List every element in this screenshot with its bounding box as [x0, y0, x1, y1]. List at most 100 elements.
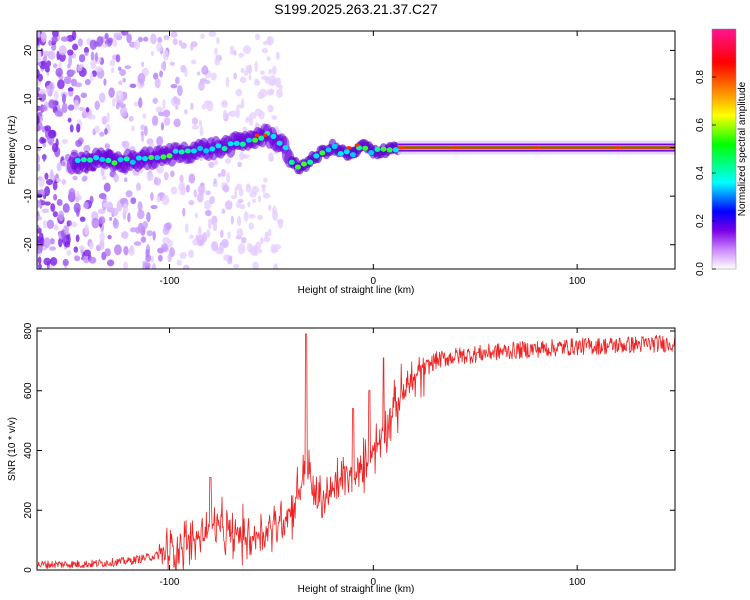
spectrogram-speckle-blob [51, 142, 59, 153]
spectrogram-ridge-core [221, 145, 228, 152]
spectrogram-speckle-blob [237, 243, 246, 255]
spectrogram-ridge-core [111, 160, 118, 166]
spectrogram-speckle-blob [249, 118, 253, 127]
spectrogram-speckle-blob [58, 237, 63, 248]
spectrogram-speckle-blob [197, 226, 202, 237]
spectrogram-ridge-core [319, 150, 326, 156]
spectrogram-speckle-blob [221, 208, 226, 214]
spectrogram-ridge-core [392, 147, 399, 153]
spectrogram-speckle-blob [208, 161, 215, 169]
spectrogram-speckle-blob [229, 45, 235, 56]
spectrogram-ridge-core [270, 133, 277, 139]
spectrogram-ridge-core [245, 137, 252, 143]
spectrogram-speckle-blob [188, 249, 195, 258]
spectrogram-speckle-blob [196, 71, 201, 76]
spectrogram-speckle-blob [204, 200, 212, 210]
figure-title: S199.2025.263.21.37.C27 [274, 1, 438, 17]
spectrogram-ridge-core [172, 148, 179, 154]
spectrogram-speckle-blob [75, 234, 80, 243]
spectrogram-speckle-blob [38, 263, 42, 269]
spectrogram-speckle-blob [118, 80, 123, 86]
spectrogram-speckle-blob [170, 31, 178, 38]
spectrogram-speckle-blob [162, 109, 171, 118]
snr-y-tick-label: 0 [23, 567, 34, 573]
spectrogram-speckle-blob [106, 201, 114, 213]
spectrogram-ridge-core [105, 157, 112, 164]
spectrogram-speckle-blob [52, 211, 58, 218]
spectrogram-speckle-blob [201, 103, 207, 110]
spectrogram-speckle-blob [46, 219, 55, 229]
spectrogram-speckle-blob [37, 36, 40, 46]
spectrogram-speckle-blob [98, 216, 106, 225]
spectrogram-speckle-blob [224, 200, 233, 210]
spectrogram-speckle-blob [234, 186, 238, 198]
spectrogram-speckle-blob [266, 89, 275, 96]
spectrogram-speckle-blob [235, 107, 240, 119]
spectrogram-speckle-blob [122, 77, 126, 83]
spectrogram-speckle-blob [69, 124, 74, 133]
snr-x-tick-label: -100 [159, 577, 179, 588]
spectrogram-speckle-blob [58, 52, 66, 62]
spectrogram-speckle-blob [73, 99, 80, 111]
spectrogram-speckle-blob [137, 201, 143, 212]
spectrogram-ridge-core [368, 150, 375, 156]
spectrogram-speckle-blob [128, 247, 135, 256]
spectrogram-speckle-blob [44, 172, 49, 180]
spectrogram-speckle-blob [37, 142, 40, 148]
spectrogram-speckle-blob [67, 87, 74, 92]
spectrogram-speckle-blob [151, 115, 159, 127]
spectrogram-speckle-blob [154, 78, 161, 89]
spectrogram-speckle-blob [61, 138, 68, 144]
spectrogram-speckle-blob [255, 122, 260, 128]
spectrogram-speckle-blob [198, 120, 203, 127]
spectrogram-speckle-blob [61, 102, 68, 114]
spectrogram-ridge-core [386, 147, 393, 153]
spectrogram-speckle-blob [102, 202, 109, 208]
spectrogram-speckle-blob [115, 54, 121, 63]
spectrogram-y-tick-label: -10 [23, 188, 34, 203]
spectrogram-speckle-blob [94, 52, 99, 62]
spectrogram-speckle-blob [140, 236, 147, 243]
spectrogram-speckle-blob [239, 151, 245, 161]
spectrogram-ridge-core [209, 146, 216, 152]
spectrogram-speckle-blob [47, 129, 56, 139]
spectrogram-ridge-core [239, 141, 246, 147]
spectrogram-speckle-blob [51, 43, 57, 51]
spectrogram-speckle-blob [37, 62, 42, 67]
spectrogram-speckle-blob [221, 101, 228, 108]
spectrogram-speckle-blob [247, 201, 251, 208]
spectrogram-speckle-blob [198, 81, 205, 91]
spectrogram-speckle-blob [207, 218, 212, 230]
spectrogram-speckle-blob [84, 52, 89, 57]
spectrogram-ridge-core [288, 159, 295, 165]
spectrogram-speckle-blob [131, 125, 135, 132]
spectrogram-speckle-blob [165, 222, 172, 230]
spectrogram-y-axis-label: Frequency (Hz) [7, 116, 18, 185]
spectrogram-speckle-blob [220, 169, 226, 177]
spectrogram-speckle-blob [219, 229, 224, 239]
spectrogram-speckle-blob [196, 239, 205, 247]
spectrogram-speckle-blob [71, 31, 77, 41]
spectrogram-speckle-blob [230, 215, 234, 225]
spectrogram-speckle-blob [214, 57, 221, 66]
spectrogram-speckle-blob [42, 50, 51, 56]
spectrogram-speckle-blob [53, 224, 59, 231]
spectrogram-speckle-blob [48, 39, 52, 46]
spectrogram-speckle-blob [126, 33, 132, 44]
spectrogram-speckle-blob [209, 196, 215, 205]
snr-y-tick-label: 200 [23, 501, 34, 518]
spectrogram-speckle-blob [129, 227, 137, 233]
spectrogram-speckle-blob [260, 70, 265, 76]
spectrogram-speckle-blob [57, 79, 65, 90]
spectrogram-speckle-blob [259, 237, 264, 245]
spectrogram-ridge-core [233, 140, 240, 146]
spectrogram-speckle-blob [129, 83, 137, 88]
spectrogram-speckle-blob [46, 85, 50, 95]
spectrogram-speckle-blob [69, 69, 76, 75]
spectrogram-speckle-blob [194, 212, 199, 219]
spectrogram-speckle-blob [90, 59, 97, 70]
spectrogram-speckle-blob [213, 178, 217, 185]
spectrogram-speckle-blob [262, 40, 269, 46]
spectrogram-ridge-core [313, 153, 320, 159]
spectrogram-ridge-core [349, 152, 356, 158]
